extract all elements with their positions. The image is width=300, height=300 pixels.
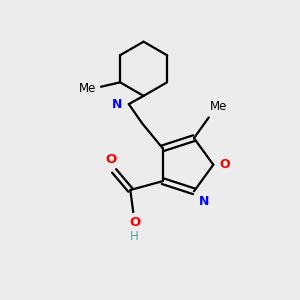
- Text: O: O: [129, 217, 140, 230]
- Text: Me: Me: [79, 82, 97, 95]
- Text: N: N: [199, 195, 210, 208]
- Text: O: O: [220, 158, 230, 171]
- Text: Me: Me: [210, 100, 227, 113]
- Text: H: H: [130, 230, 139, 243]
- Text: N: N: [112, 98, 122, 111]
- Text: O: O: [106, 153, 117, 167]
